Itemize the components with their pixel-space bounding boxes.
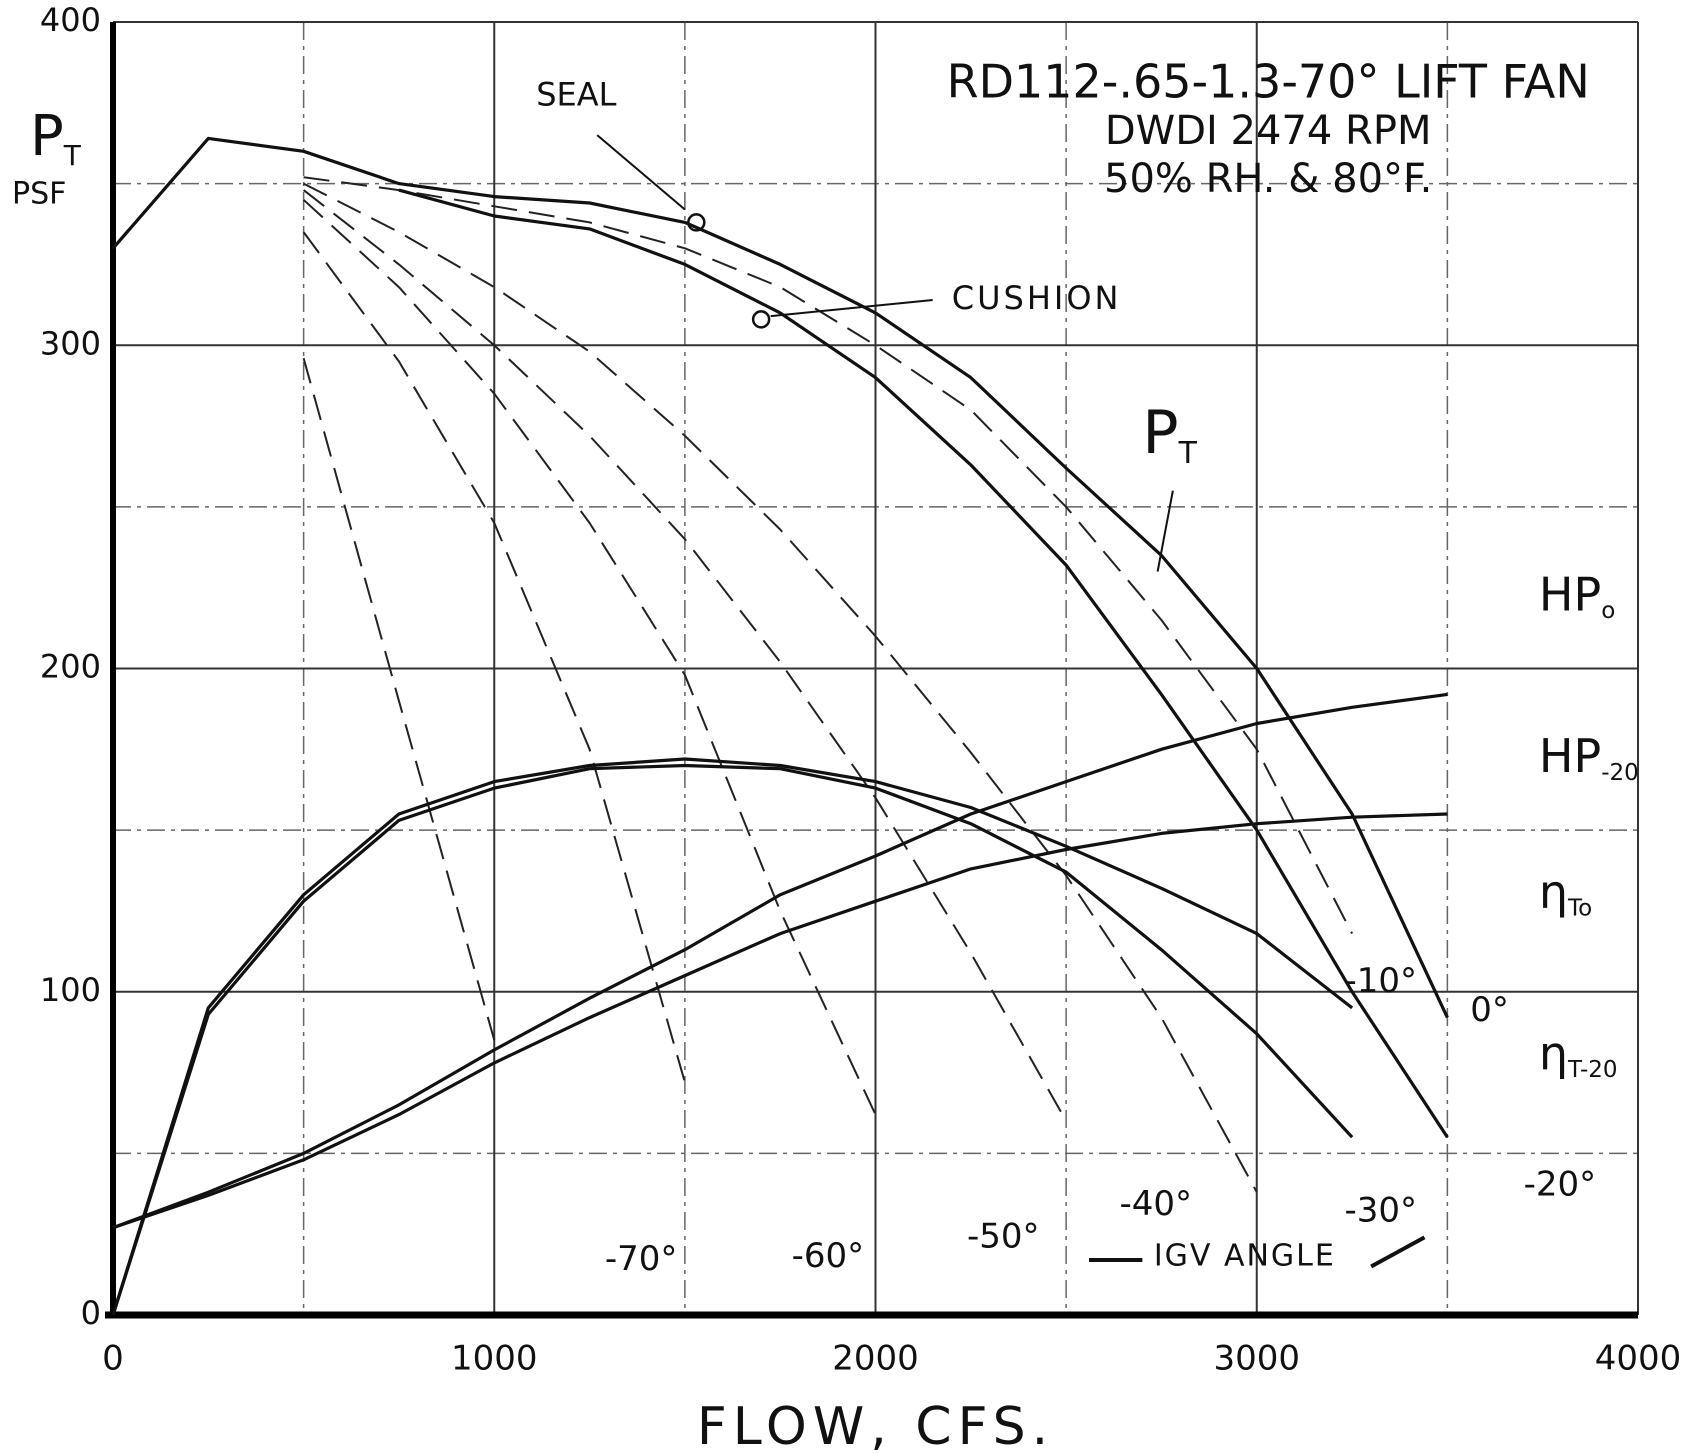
- series-label-main: η: [1539, 864, 1568, 918]
- series-label: -30°: [1344, 1190, 1417, 1230]
- series-label: ηTo: [1539, 864, 1592, 921]
- y-tick-label: 300: [40, 324, 101, 362]
- series-line: [111, 136, 1449, 1019]
- point-label: CUSHION: [952, 279, 1122, 317]
- series-label: HPo: [1539, 567, 1615, 624]
- series-line: [112, 692, 1448, 1230]
- x-tick-label: 0: [102, 1339, 124, 1379]
- y-tick-label: 100: [40, 971, 101, 1009]
- series-label: -60°: [792, 1235, 865, 1275]
- x-tick-label: 1000: [451, 1339, 538, 1379]
- annotation: PT: [1142, 397, 1197, 470]
- series-label: ηT-20: [1539, 1026, 1618, 1083]
- series-label-main: -70°: [605, 1239, 678, 1279]
- arrow: [1370, 1235, 1426, 1269]
- series-line: [111, 757, 1354, 1316]
- marker: [751, 310, 771, 329]
- series-label: -50°: [967, 1216, 1040, 1256]
- chart-title: RD112-.65-1.3-70° LIFT FAN: [947, 55, 1590, 109]
- series-label-sub: o: [1601, 598, 1615, 624]
- series-line: [302, 189, 1067, 1122]
- y-axis-label-main: P: [30, 104, 64, 169]
- annotation-sub: T: [1178, 435, 1198, 470]
- series-label-main: -40°: [1120, 1184, 1193, 1224]
- series-label-main: -60°: [792, 1235, 865, 1275]
- series-label-sub: To: [1567, 895, 1592, 921]
- series-line: [302, 357, 496, 1041]
- series-label-sub: T-20: [1567, 1057, 1618, 1083]
- leader: [770, 298, 933, 318]
- x-tick-label: 2000: [832, 1339, 919, 1379]
- y-axis-unit: PSF: [12, 177, 66, 212]
- leader: [596, 134, 686, 211]
- y-axis-label-sub: T: [63, 139, 82, 172]
- y-tick-label: 400: [40, 1, 101, 39]
- x-axis-label: FLOW, CFS.: [697, 1397, 1054, 1454]
- y-tick-label: 200: [40, 648, 101, 686]
- series-line: [112, 812, 1448, 1230]
- series-label: -70°: [605, 1239, 678, 1279]
- series-line: [398, 188, 1449, 1139]
- x-tick-label: 4000: [1595, 1339, 1682, 1379]
- marker: [687, 213, 706, 232]
- series-line: [302, 199, 877, 1116]
- series-label: HP-20: [1539, 729, 1639, 786]
- series-label: -40°: [1120, 1184, 1193, 1224]
- series-label-main: η: [1539, 1026, 1568, 1080]
- series-line: [111, 763, 1354, 1316]
- y-tick-label: 0: [81, 1294, 101, 1332]
- series-label-main: -50°: [967, 1216, 1040, 1256]
- leader: [1156, 490, 1174, 572]
- series-label: 0°: [1470, 990, 1509, 1030]
- chart-title: DWDI 2474 RPM: [1105, 108, 1432, 154]
- series-label-main: -30°: [1344, 1190, 1417, 1230]
- chart-title: 50% RH. & 80°F.: [1104, 156, 1432, 202]
- series-label-main: 0°: [1470, 990, 1509, 1030]
- series-line: [303, 176, 1353, 935]
- x-tick-label: 3000: [1213, 1339, 1300, 1379]
- y-axis-label: PT: [30, 104, 82, 172]
- annotation-main: P: [1142, 397, 1178, 467]
- series-label-main: -10°: [1344, 961, 1417, 1001]
- point-label: SEAL: [536, 75, 616, 113]
- series-label: -10°: [1344, 961, 1417, 1001]
- series-label: -20°: [1524, 1164, 1597, 1204]
- igv-label: IGV ANGLE: [1154, 1238, 1336, 1273]
- series-line: [302, 231, 686, 1083]
- series-label-main: HP: [1539, 567, 1601, 621]
- series-line: [303, 182, 1258, 1193]
- series-label-sub: -20: [1601, 759, 1639, 785]
- series-label-main: -20°: [1524, 1164, 1597, 1204]
- series-label-main: HP: [1539, 729, 1601, 783]
